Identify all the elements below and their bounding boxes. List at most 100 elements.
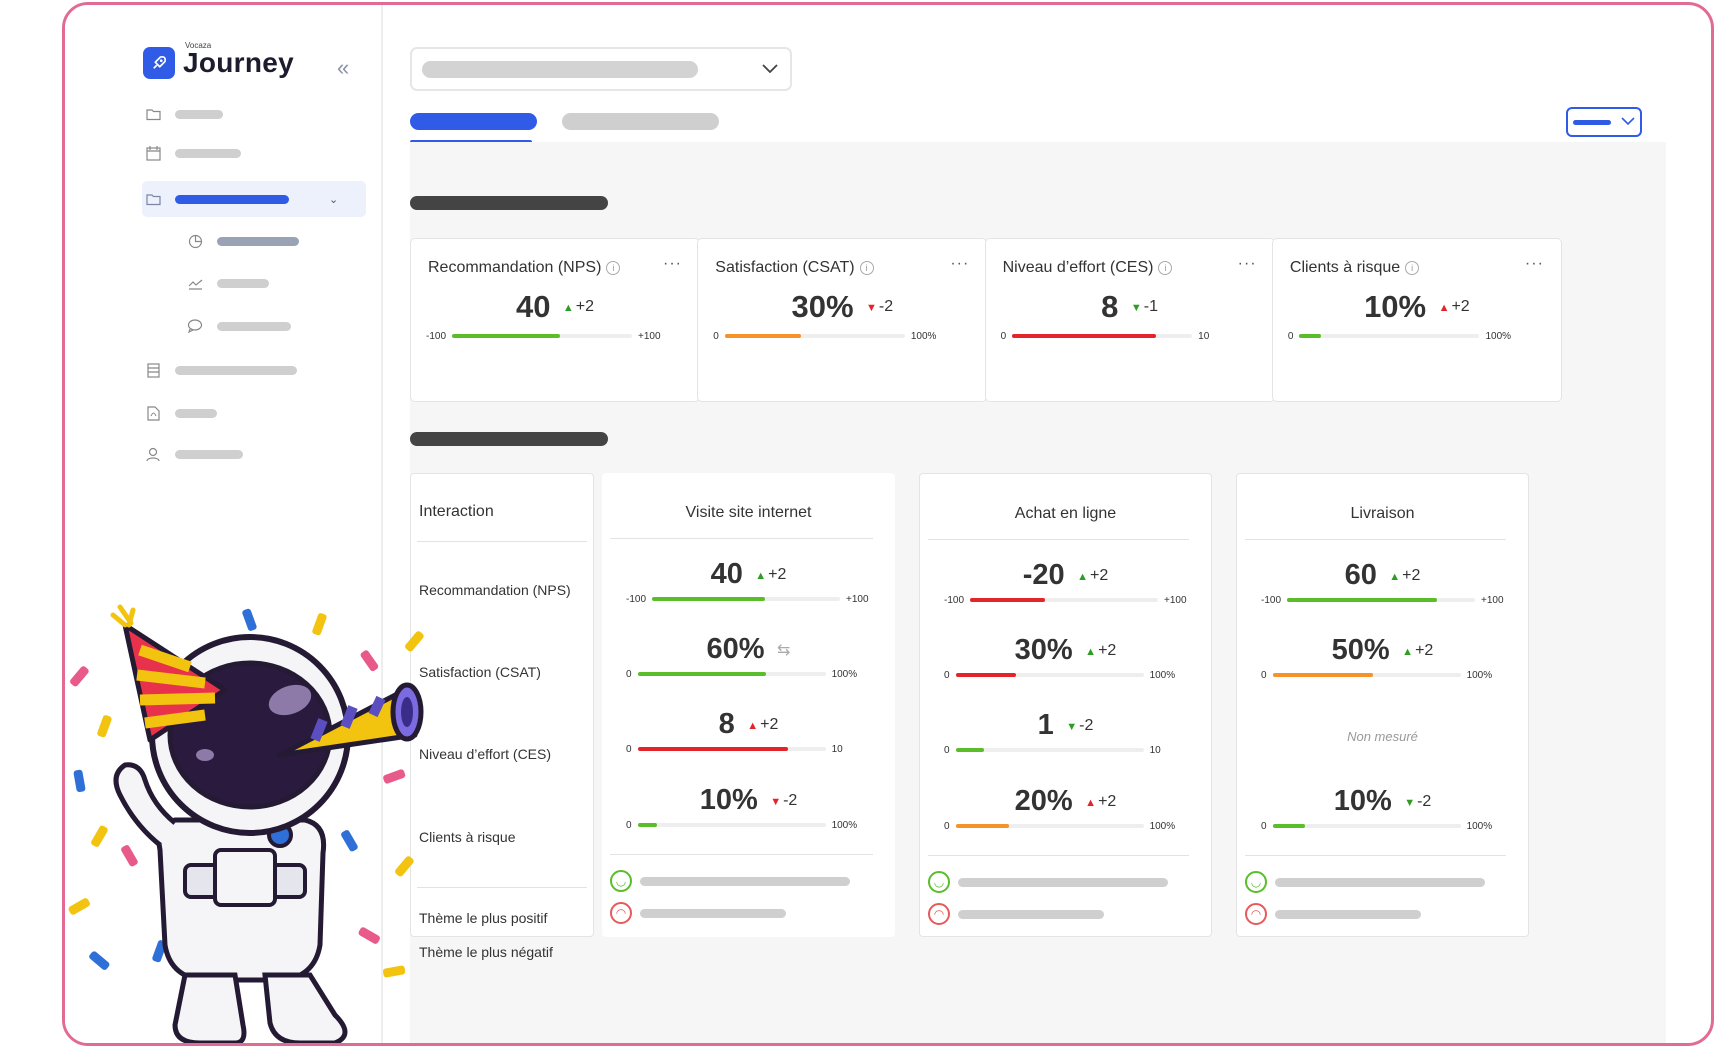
sidebar-item-label-placeholder bbox=[217, 236, 299, 246]
folder-icon bbox=[143, 104, 163, 124]
gauge-track bbox=[637, 823, 826, 827]
gauge-track bbox=[955, 673, 1144, 677]
smile-icon: ◡ bbox=[928, 871, 950, 893]
sidebar-subitem-3[interactable] bbox=[185, 311, 291, 341]
metric-value: 60 bbox=[1344, 559, 1377, 591]
kpi-delta: ▼ -1 bbox=[1130, 298, 1158, 315]
sidebar-item-2[interactable] bbox=[143, 138, 241, 168]
metric-delta: ▲ +2 bbox=[1389, 566, 1421, 584]
info-icon[interactable]: i bbox=[1158, 261, 1173, 275]
kpi-title: Niveau d’effort (CES) i bbox=[1003, 259, 1173, 277]
more-options-icon[interactable]: ··· bbox=[950, 255, 970, 272]
gauge-min: 0 bbox=[1261, 669, 1267, 681]
gauge-min: 0 bbox=[626, 743, 632, 755]
chevron-down-icon[interactable]: ⌄ bbox=[329, 193, 339, 206]
info-icon[interactable]: i bbox=[859, 261, 874, 275]
theme-placeholder bbox=[640, 908, 786, 918]
sidebar-item-label-placeholder bbox=[175, 109, 223, 119]
tab-active[interactable] bbox=[410, 113, 537, 130]
info-icon[interactable]: i bbox=[606, 261, 621, 275]
sidebar-item-3-active[interactable]: ⌄ bbox=[143, 184, 338, 214]
metric-delta: ▲ +2 bbox=[747, 715, 779, 733]
more-options-icon[interactable]: ··· bbox=[1237, 255, 1257, 272]
line-chart-icon bbox=[185, 273, 205, 293]
sidebar-subitem-2[interactable] bbox=[185, 268, 269, 298]
kpi-delta: ▼ -2 bbox=[865, 298, 894, 315]
gauge-min: 0 bbox=[944, 669, 950, 681]
metric-value: 1 bbox=[1037, 709, 1054, 741]
pdf-icon bbox=[143, 403, 163, 423]
tab-inactive[interactable] bbox=[562, 113, 719, 130]
metric-value: 20% bbox=[1014, 785, 1073, 817]
gauge-min: -100 bbox=[626, 593, 647, 605]
sidebar-subitem-1[interactable] bbox=[185, 226, 299, 256]
gauge-max: 100% bbox=[1149, 669, 1176, 681]
gauge-min: 0 bbox=[1287, 330, 1294, 342]
sidebar-item-6[interactable] bbox=[143, 439, 243, 469]
trend-up-icon: ▲ bbox=[1085, 645, 1097, 658]
more-options-icon[interactable]: ··· bbox=[1524, 255, 1544, 272]
kpi-title: Recommandation (NPS) i bbox=[428, 259, 621, 277]
metric-cell: 10% ▼ -2 bbox=[1237, 785, 1528, 818]
theme-negative-row: ◠ bbox=[1245, 903, 1421, 925]
frown-icon: ◠ bbox=[928, 903, 950, 925]
trend-up-icon: ▲ bbox=[1438, 302, 1450, 314]
main-content: Recommandation (NPS) i ··· 40 ▲ +2 -100 +1… bbox=[383, 5, 1711, 1043]
gauge-track bbox=[652, 597, 841, 601]
interaction-column: Livraison 60 ▲ +2 -100 +100 50% ▲ +2 0 100… bbox=[1236, 473, 1529, 937]
trend-up-icon: ▲ bbox=[747, 719, 759, 732]
kpi-card[interactable]: Satisfaction (CSAT) i ··· 30% ▼ -2 0 100% bbox=[697, 238, 988, 402]
theme-positive-row: ◡ bbox=[928, 871, 1168, 893]
metric-value: 10% bbox=[699, 784, 758, 816]
gauge-max: 100% bbox=[831, 819, 858, 831]
metric-cell: 8 ▲ +2 bbox=[602, 708, 895, 741]
gauge-fill bbox=[970, 598, 1046, 602]
double-chevron-left-icon[interactable]: « bbox=[337, 55, 350, 80]
chevron-down-icon bbox=[1621, 113, 1635, 131]
kpi-delta: ▲ +2 bbox=[562, 298, 595, 315]
filter-dropdown[interactable] bbox=[1566, 107, 1642, 137]
metric-delta: ▲ +2 bbox=[1085, 641, 1117, 659]
sidebar-item-1[interactable] bbox=[143, 99, 223, 129]
user-icon bbox=[143, 444, 163, 464]
kpi-card[interactable]: Clients à risque i ··· 10% ▲ +2 0 100% bbox=[1271, 238, 1562, 402]
kpi-value: 8 bbox=[1101, 289, 1119, 324]
gauge-min: -100 bbox=[426, 330, 447, 342]
row-label-risk: Clients à risque bbox=[419, 829, 516, 845]
row-label-csat: Satisfaction (CSAT) bbox=[419, 664, 541, 680]
gauge-min: 0 bbox=[944, 744, 950, 756]
kpi-card[interactable]: Recommandation (NPS) i ··· 40 ▲ +2 -100 +1… bbox=[410, 238, 700, 402]
sidebar-item-label-placeholder bbox=[175, 365, 297, 375]
gauge-fill bbox=[452, 334, 561, 338]
journey-selector[interactable] bbox=[410, 47, 792, 91]
gauge-max: 100% bbox=[1485, 330, 1512, 342]
trend-down-icon: ▼ bbox=[1404, 796, 1416, 809]
trend-down-icon: ▼ bbox=[770, 795, 782, 808]
kpi-title: Satisfaction (CSAT) i bbox=[715, 259, 874, 277]
gauge-track bbox=[955, 748, 1144, 752]
sidebar-item-5[interactable] bbox=[143, 398, 217, 428]
theme-positive-label: Thème le plus positif bbox=[419, 910, 548, 926]
sidebar-item-label-placeholder bbox=[217, 278, 269, 288]
trend-up-icon: ▲ bbox=[562, 302, 574, 314]
kpi-card[interactable]: Niveau d’effort (CES) i ··· 8 ▼ -1 0 10 bbox=[984, 238, 1275, 402]
dashboard-content: Recommandation (NPS) i ··· 40 ▲ +2 -100 +1… bbox=[410, 142, 1666, 1043]
trend-up-icon: ▲ bbox=[755, 569, 767, 582]
info-icon[interactable]: i bbox=[1405, 261, 1420, 275]
gauge-max: 100% bbox=[1149, 820, 1176, 832]
logo[interactable]: Vocaza Journey bbox=[143, 41, 294, 79]
more-options-icon[interactable]: ··· bbox=[663, 255, 682, 272]
gauge-fill bbox=[637, 823, 657, 827]
sidebar-item-label-placeholder bbox=[175, 449, 243, 459]
gauge-fill bbox=[955, 673, 1016, 677]
theme-negative-row: ◠ bbox=[610, 902, 786, 924]
metric-value: 10% bbox=[1333, 785, 1392, 817]
kpi-value: 30% bbox=[791, 289, 854, 324]
metric-cell: 40 ▲ +2 bbox=[602, 558, 895, 591]
metric-delta: ▲ +2 bbox=[1077, 566, 1109, 584]
theme-placeholder bbox=[1275, 877, 1485, 887]
calendar-icon bbox=[143, 143, 163, 163]
sidebar-item-4[interactable] bbox=[143, 355, 297, 385]
gauge-max: 100% bbox=[1466, 669, 1493, 681]
chevron-down-icon bbox=[762, 57, 778, 80]
